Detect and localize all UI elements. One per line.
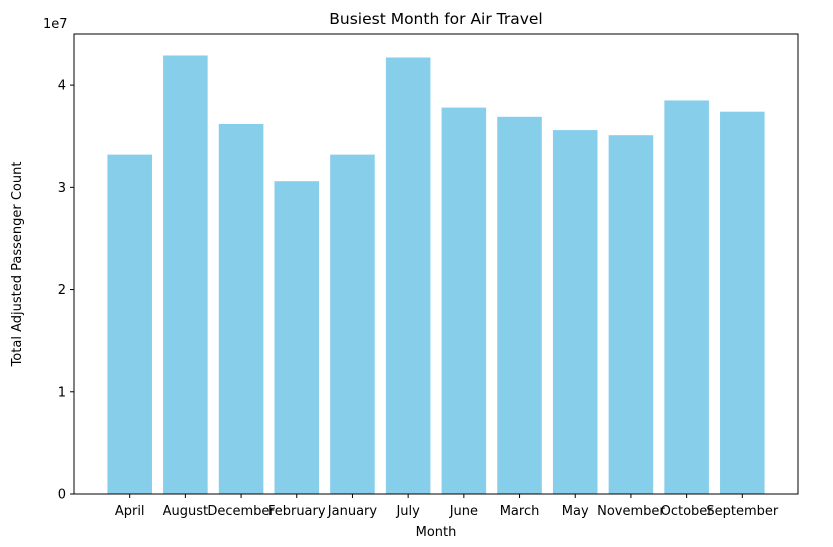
- bar-july: [385, 57, 431, 494]
- x-tick-label: May: [562, 504, 589, 519]
- y-tick-label: 0: [58, 488, 66, 503]
- x-axis-title: Month: [416, 525, 457, 540]
- bar-june: [441, 107, 487, 494]
- bar-november: [608, 135, 654, 494]
- y-axis-offset-label: 1e7: [43, 17, 68, 32]
- bar-august: [163, 55, 208, 494]
- x-tick-label: March: [500, 504, 540, 519]
- y-tick-label: 1: [58, 385, 66, 400]
- bars-group: [107, 55, 765, 495]
- x-tick-label: December: [207, 504, 275, 519]
- y-tick-label: 4: [58, 79, 66, 94]
- chart-title: Busiest Month for Air Travel: [329, 10, 543, 28]
- y-tick-label: 2: [58, 283, 66, 298]
- x-tick-label: November: [597, 504, 665, 519]
- x-tick-label: January: [327, 504, 378, 519]
- bar-december: [218, 123, 264, 495]
- x-tick-label: February: [268, 504, 326, 519]
- x-tick-label: June: [449, 504, 478, 519]
- y-tick-label: 3: [58, 181, 66, 196]
- bar-february: [274, 181, 320, 494]
- y-axis-title: Total Adjusted Passenger Count: [10, 162, 25, 368]
- x-tick-label: October: [661, 504, 714, 519]
- bar-march: [497, 116, 542, 495]
- x-tick-label: September: [706, 504, 779, 519]
- plot-frame: [73, 33, 799, 495]
- bar-september: [720, 111, 765, 494]
- x-tick-label: April: [115, 504, 145, 519]
- bar-may: [552, 130, 598, 494]
- y-axis-ticks: 0 1 2 3 4: [58, 79, 74, 503]
- x-tick-label: July: [395, 504, 420, 519]
- bar-october: [664, 100, 709, 494]
- bar-april: [107, 154, 152, 494]
- bar-january: [330, 154, 375, 494]
- x-tick-label: August: [163, 504, 209, 519]
